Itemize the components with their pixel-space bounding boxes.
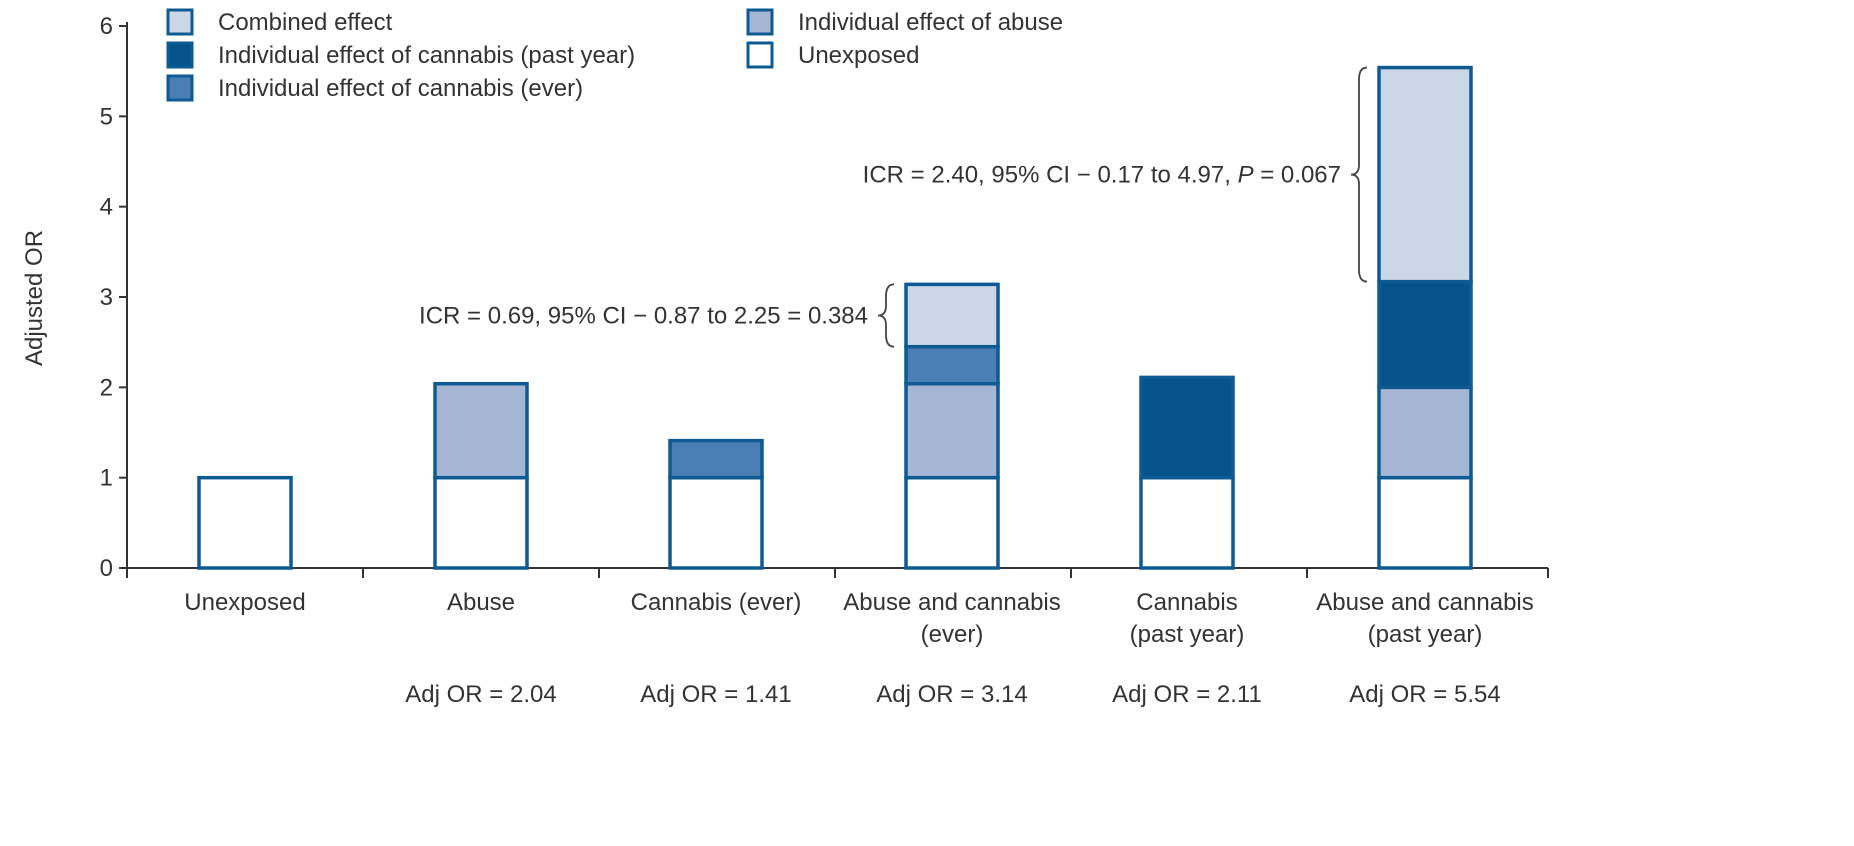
bar-segment-abuse [433,381,529,480]
x-tick-label: (past year) [1368,621,1483,648]
adj-or-label: Adj OR = 2.11 [1112,681,1262,708]
bar-segment-cannabis_ever [904,344,1000,386]
bar-segment-unexposed [1377,475,1473,570]
legend-label-cannabis_ever: Individual effect of cannabis (ever) [218,75,583,102]
annotation-brace [1350,66,1368,283]
annotation-text-part: = 0.067 [1254,162,1341,189]
bar-segment-abuse [1377,385,1473,480]
adj-or-label: Adj OR = 2.04 [405,681,556,708]
annotation-label: ICR = 0.69, 95% CI − 0.87 to 2.25 = 0.38… [419,303,868,330]
x-tick-label: Abuse and cannabis [843,589,1061,616]
annotation-label: ICR = 2.40, 95% CI − 0.17 to 4.97, P = 0… [863,162,1341,189]
legend-swatch-combined [166,8,194,36]
legend-swatch-unexposed [746,41,774,69]
y-tick-label: 0 [100,555,113,582]
legend-label-unexposed: Unexposed [798,42,919,69]
bar-segment-unexposed [433,475,529,570]
y-tick-label: 5 [100,103,113,130]
annotations: ICR = 0.69, 95% CI − 0.87 to 2.25 = 0.38… [419,66,1368,348]
y-tick-label: 4 [100,194,113,221]
adj-or-label: Adj OR = 5.54 [1349,681,1500,708]
x-tick-label: Abuse and cannabis [1316,589,1534,616]
y-tick-label: 3 [100,284,113,311]
x-tick-label: Unexposed [184,589,305,616]
bar-segment-cannabis_past_year [1139,375,1235,480]
y-tick-label: 6 [100,13,113,40]
bars [197,65,1473,570]
bar-segment-cannabis_ever [668,438,764,480]
adj-or-label: Adj OR = 1.41 [640,681,791,708]
x-axis: Unexposed Abuse Adj OR = 2.04 Cannabis (eve… [126,567,1549,708]
bar-segment-unexposed [1139,475,1235,570]
legend-swatch-cannabis_ever [166,74,194,102]
x-tick-label: Cannabis (ever) [631,589,802,616]
x-tick-label: (ever) [921,621,984,648]
y-tick-label: 2 [100,374,113,401]
bar-segment-unexposed [197,475,293,570]
adj-or-label: Adj OR = 3.14 [876,681,1027,708]
bar-segment-combined [904,282,1000,349]
x-tick-label: (past year) [1130,621,1245,648]
bar-segment-combined [1377,65,1473,284]
x-tick-label: Cannabis [1136,589,1237,616]
annotation-text-italic: P [1238,162,1254,189]
bar-segment-unexposed [668,475,764,570]
legend-swatch-abuse [746,8,774,36]
legend-label-cannabis_past_year: Individual effect of cannabis (past year… [218,42,635,69]
bar-segment-abuse [904,381,1000,480]
annotation-brace [877,283,895,348]
x-tick-label: Abuse [447,589,515,616]
y-axis-title: Adjusted OR [21,230,48,366]
y-axis: 0 1 2 3 4 5 6 [100,13,128,582]
legend: Combined effect Individual effect of cann… [166,8,1063,102]
annotation-text-part: ICR = 2.40, 95% CI − 0.17 to 4.97, [863,162,1238,189]
legend-label-combined: Combined effect [218,9,393,36]
legend-label-abuse: Individual effect of abuse [798,9,1063,36]
bar-segment-cannabis_past_year [1377,279,1473,390]
y-tick-label: 1 [100,465,113,492]
bar-segment-unexposed [904,475,1000,570]
legend-swatch-cannabis_past_year [166,41,194,69]
